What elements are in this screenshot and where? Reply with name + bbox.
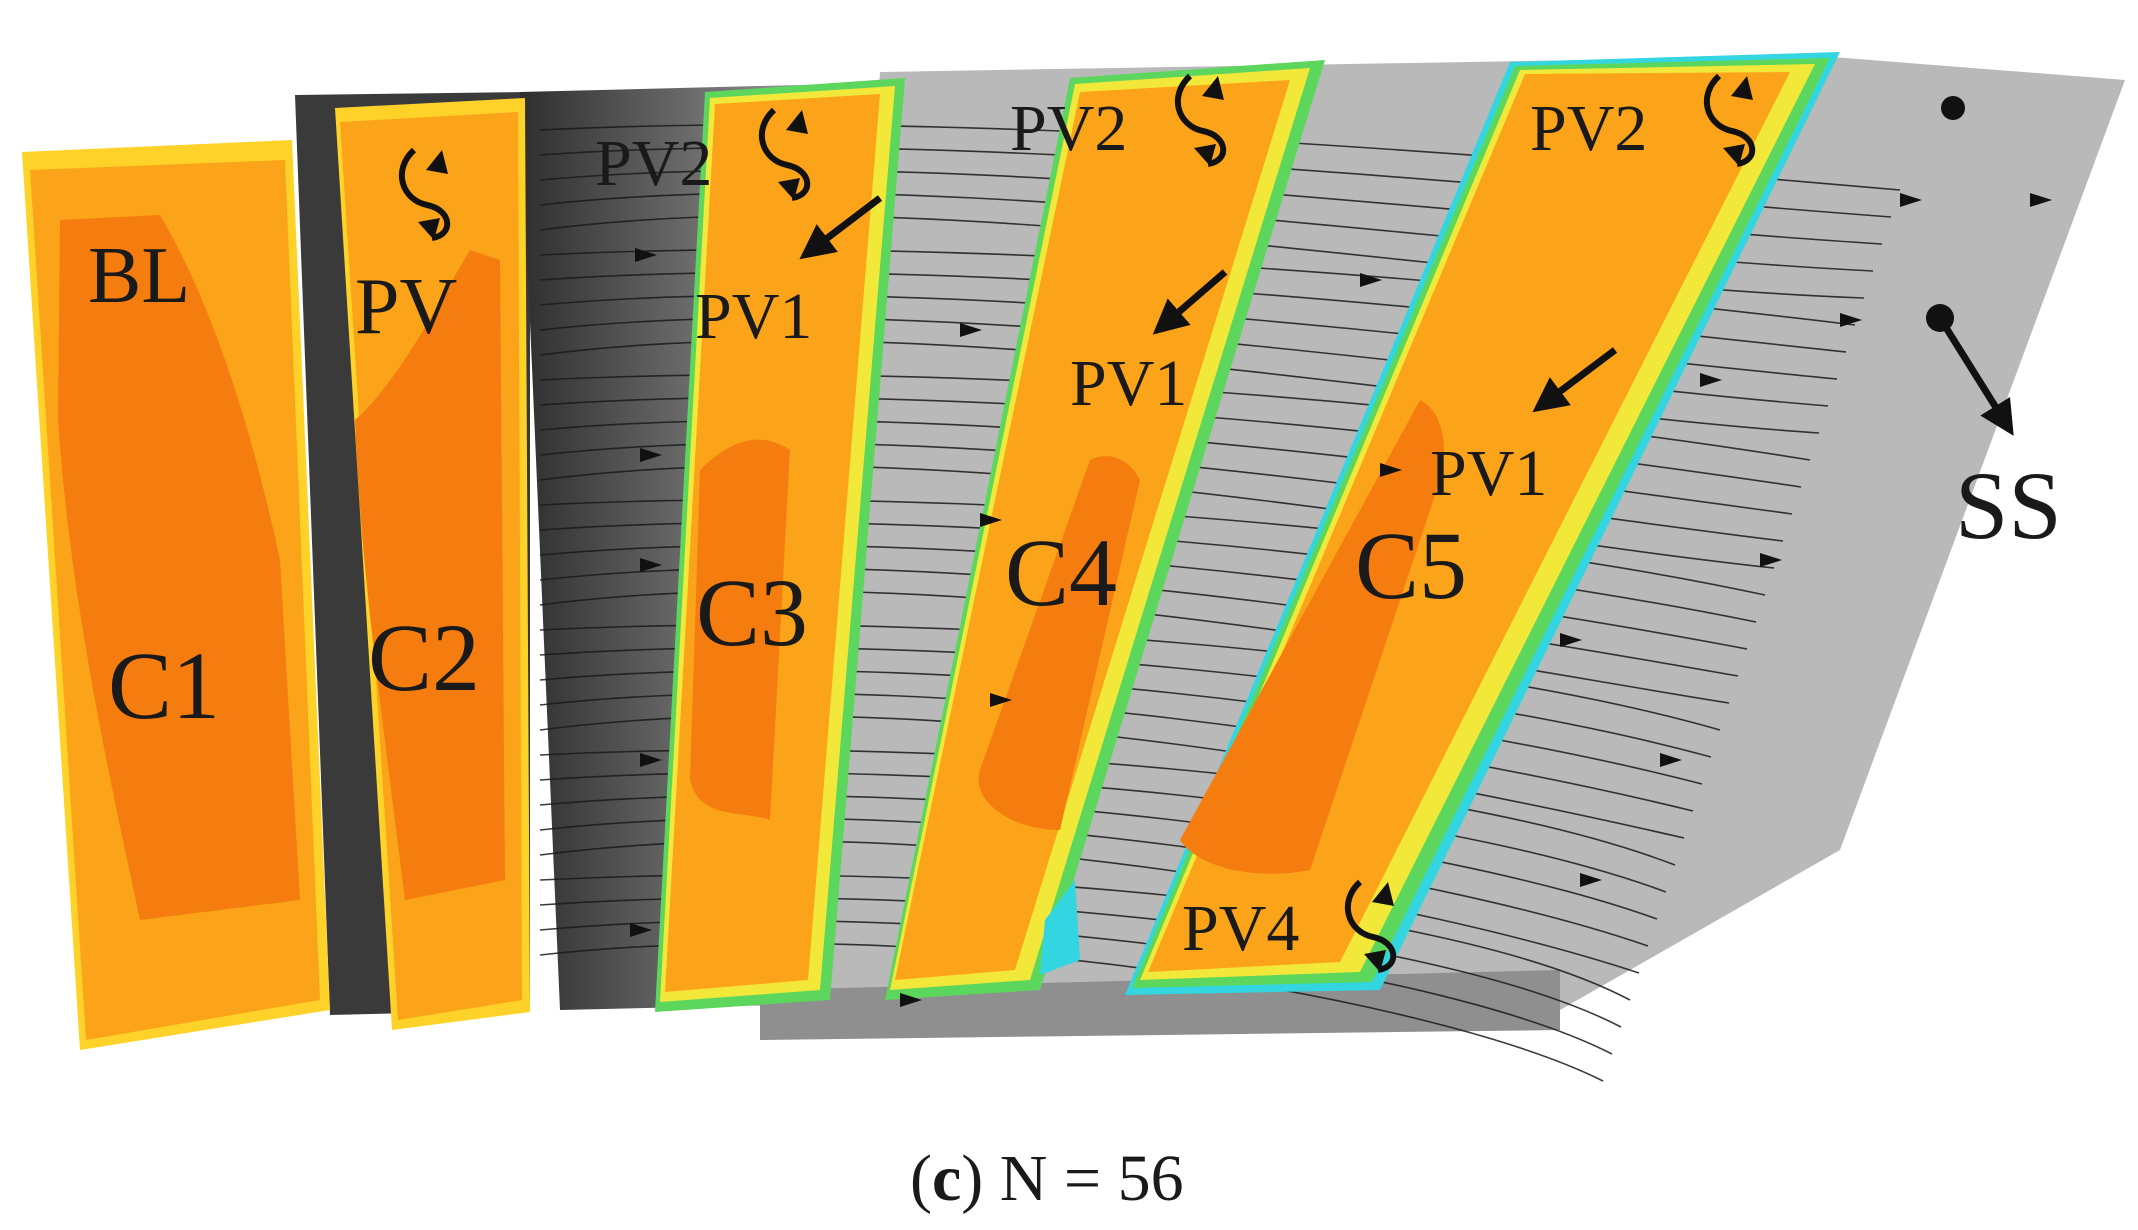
label-pv: PV (355, 263, 457, 351)
label-pv1-c3: PV1 (695, 280, 812, 353)
ss-pointer-arrow (1937, 316, 2014, 436)
label-bl: BL (88, 232, 190, 320)
label-pv1-c5: PV1 (1430, 437, 1547, 510)
contour-plane-c5 (1125, 52, 1840, 995)
pv1-c3-pointer-arrow (799, 195, 883, 260)
label-c5: C5 (1355, 512, 1467, 619)
contour-plane-c1 (22, 140, 330, 1050)
flow-direction-arrow (990, 693, 1012, 707)
flow-direction-arrow (1380, 463, 1402, 477)
contour-plane-c2 (335, 98, 530, 1030)
label-pv2-c5: PV2 (1530, 92, 1647, 165)
label-c3: C3 (696, 559, 808, 666)
caption-text: N = 56 (1000, 1142, 1184, 1215)
flow-direction-arrow (630, 923, 652, 937)
pv1-c4-pointer-arrow (1152, 269, 1228, 335)
flow-direction-arrow (1660, 753, 1682, 767)
flow-direction-arrow (1580, 873, 1602, 887)
contour-plane-c3 (655, 78, 905, 1012)
flow-direction-arrow (1560, 633, 1582, 647)
flow-arrow-group (630, 193, 2052, 1007)
figure-caption: (c) N = 56 (910, 1142, 1184, 1215)
label-pv2-c4: PV2 (1010, 92, 1127, 165)
flow-direction-arrow (640, 753, 662, 767)
flow-direction-arrow (960, 323, 982, 337)
flow-direction-arrow (980, 513, 1002, 527)
vortex-rotation-icon (1703, 73, 1756, 167)
label-c4: C4 (1005, 519, 1117, 626)
flow-direction-arrow (640, 448, 662, 462)
pv1-c5-pointer-arrow (1532, 347, 1618, 413)
label-c2: C2 (368, 604, 480, 711)
label-pv1-c4: PV1 (1070, 347, 1187, 420)
vortex-rotation-icon (398, 147, 451, 241)
flow-direction-arrow (1760, 553, 1782, 567)
vortex-rotation-icon (1174, 73, 1227, 167)
flow-direction-arrow (640, 558, 662, 572)
vortex-rotation-icon (758, 107, 811, 201)
label-pv4: PV4 (1182, 892, 1299, 965)
caption-letter: c (932, 1142, 961, 1215)
flow-direction-arrow (1900, 193, 1922, 207)
surface-marker-dot-top (1941, 96, 1965, 120)
flow-direction-arrow (1840, 313, 1862, 327)
flow-direction-arrow (1700, 373, 1722, 387)
flow-direction-arrow (1360, 273, 1382, 287)
flow-direction-arrow (2030, 193, 2052, 207)
label-ss: SS (1955, 452, 2062, 559)
label-pv2-c3: PV2 (595, 127, 712, 200)
label-c1: C1 (108, 632, 220, 739)
vortex-rotation-icon (1344, 879, 1397, 973)
flow-direction-arrow (900, 993, 922, 1007)
flow-direction-arrow (635, 248, 657, 262)
